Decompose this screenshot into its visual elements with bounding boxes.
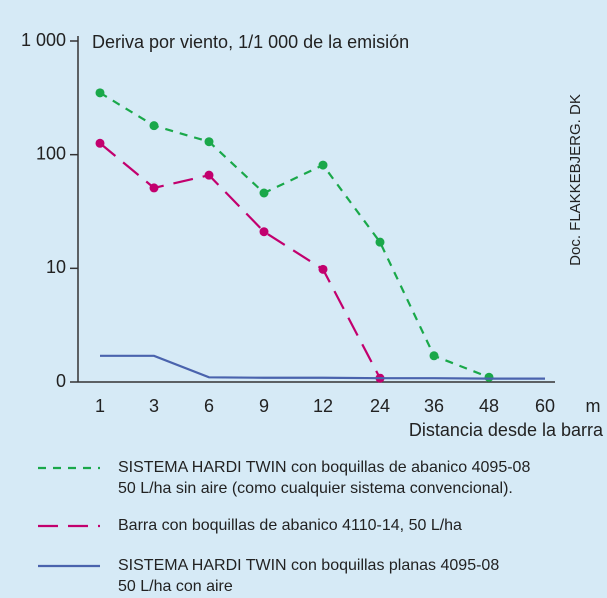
point: [95, 88, 105, 98]
x-tick-label: 60: [535, 396, 555, 416]
x-tick-label: 3: [149, 396, 159, 416]
point: [318, 160, 328, 170]
x-axis-label: Distancia desde la barra: [409, 420, 604, 440]
series-line: [99, 91, 490, 379]
y-tick-label: 100: [36, 143, 66, 163]
point: [259, 188, 269, 198]
y-tick-label: 10: [46, 257, 66, 277]
annotation: Doc. FLAKKEBJERG. DK: [567, 94, 584, 266]
x-tick-label: 1: [95, 396, 105, 416]
series-line: [100, 354, 545, 380]
y-tick-label: 0: [56, 371, 66, 391]
legend-entry: SISTEMA HARDI TWIN con boquillas de aban…: [118, 459, 531, 497]
x-tick-label: 12: [313, 396, 333, 416]
series-line: [99, 142, 381, 379]
x-tick-label: 9: [259, 396, 269, 416]
x-tick-label: 48: [479, 396, 499, 416]
point: [484, 372, 494, 382]
chart-title: Deriva por viento, 1/1 000 de la emisión: [92, 32, 409, 52]
y-tick-label: 1 000: [21, 30, 66, 50]
point: [204, 137, 214, 147]
point: [259, 227, 269, 237]
x-tick-label: 24: [370, 396, 390, 416]
x-tick-label: 36: [424, 396, 444, 416]
point: [375, 237, 385, 247]
x-unit: m: [586, 396, 601, 416]
point: [149, 183, 159, 193]
point: [95, 138, 105, 148]
point: [149, 121, 159, 131]
point: [204, 170, 214, 180]
point: [318, 264, 328, 274]
x-tick-label: 6: [204, 396, 214, 416]
legend-entry: SISTEMA HARDI TWIN con boquillas planas …: [118, 557, 500, 595]
point: [429, 351, 439, 361]
legend-entry: Barra con boquillas de abanico 4110-14, …: [118, 517, 462, 534]
